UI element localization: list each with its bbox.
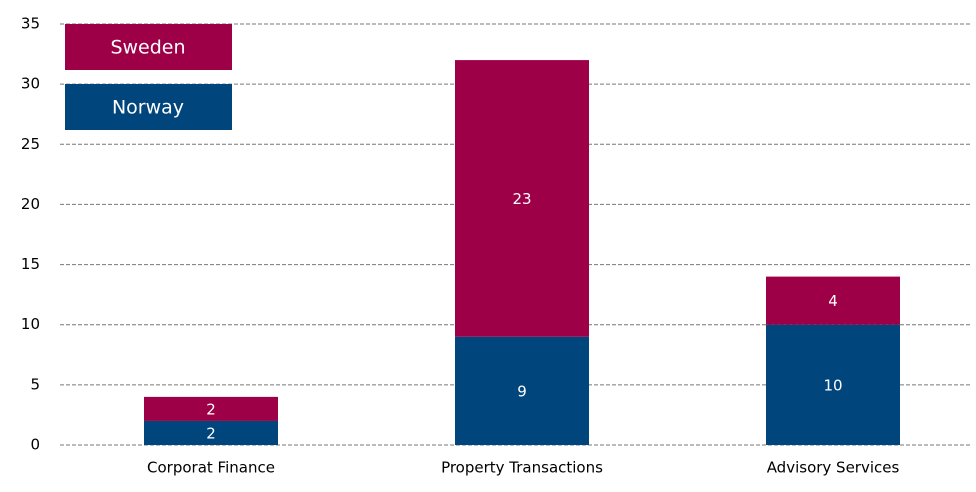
y-tick-label: 0	[30, 436, 40, 454]
data-label: 9	[517, 382, 527, 400]
legend-swatch	[65, 84, 232, 130]
data-label: 2	[206, 400, 216, 418]
legend-label: Norway	[112, 97, 184, 119]
data-label: 2	[206, 424, 216, 442]
bar-segment	[766, 276, 900, 325]
y-tick-label: 35	[21, 15, 40, 33]
x-tick-label: Advisory Services	[767, 459, 900, 477]
y-tick-label: 20	[21, 195, 40, 213]
data-label: 10	[823, 376, 842, 394]
data-label: 4	[828, 292, 838, 310]
legend-label: Sweden	[110, 37, 185, 59]
y-tick-label: 15	[21, 255, 40, 273]
bar-segment	[144, 420, 278, 445]
bar-segment	[144, 396, 278, 421]
x-tick-label: Property Transactions	[441, 459, 603, 477]
legend-swatch	[65, 24, 232, 70]
bar-segment	[766, 324, 900, 445]
y-tick-label: 25	[21, 135, 40, 153]
y-tick-label: 30	[21, 75, 40, 93]
y-tick-label: 5	[30, 375, 40, 393]
bar-segment	[455, 336, 589, 445]
y-tick-label: 10	[21, 315, 40, 333]
data-label: 23	[512, 190, 531, 208]
x-tick-label: Corporat Finance	[147, 459, 275, 477]
bar-segment	[455, 60, 589, 337]
